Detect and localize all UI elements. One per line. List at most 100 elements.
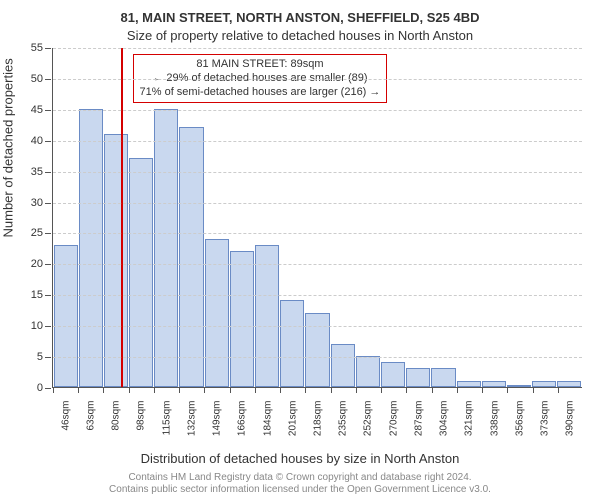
bar — [280, 300, 304, 387]
y-tick-label: 30 — [31, 197, 43, 209]
bar — [507, 385, 531, 387]
bar — [54, 245, 78, 387]
bar — [532, 381, 556, 387]
y-tick — [45, 172, 51, 173]
y-tick — [45, 203, 51, 204]
x-tick — [457, 387, 458, 393]
x-tick-label: 149sqm — [212, 401, 223, 437]
bar — [406, 368, 430, 387]
x-tick — [381, 387, 382, 393]
y-axis-label: Number of detached properties — [1, 58, 16, 237]
x-tick-label: 321sqm — [464, 401, 475, 437]
x-tick-label: 98sqm — [136, 401, 147, 431]
gridline — [53, 110, 582, 111]
bar — [230, 251, 254, 387]
y-tick-label: 5 — [37, 351, 43, 363]
bar — [381, 362, 405, 387]
gridline — [53, 295, 582, 296]
y-tick — [45, 110, 51, 111]
bar — [356, 356, 380, 387]
bar — [255, 245, 279, 387]
bar — [457, 381, 481, 387]
x-tick — [230, 387, 231, 393]
bar — [557, 381, 581, 387]
x-tick-label: 356sqm — [514, 401, 525, 437]
bar — [331, 344, 355, 387]
bar — [79, 109, 103, 387]
y-tick-label: 10 — [31, 320, 43, 332]
y-tick — [45, 326, 51, 327]
x-tick — [255, 387, 256, 393]
gridline — [53, 233, 582, 234]
y-tick-label: 15 — [31, 289, 43, 301]
x-tick — [507, 387, 508, 393]
x-tick — [533, 387, 534, 393]
x-tick — [406, 387, 407, 393]
x-tick-label: 304sqm — [439, 401, 450, 437]
bar — [205, 239, 229, 387]
y-tick-label: 25 — [31, 227, 43, 239]
gridline — [53, 48, 582, 49]
y-tick-label: 50 — [31, 73, 43, 85]
x-tick-label: 201sqm — [287, 401, 298, 437]
x-tick — [280, 387, 281, 393]
y-tick — [45, 388, 51, 389]
gridline — [53, 357, 582, 358]
x-tick-label: 270sqm — [388, 401, 399, 437]
y-tick-label: 35 — [31, 166, 43, 178]
x-tick — [558, 387, 559, 393]
x-tick-label: 166sqm — [237, 401, 248, 437]
y-tick — [45, 295, 51, 296]
plot-area: 81 MAIN STREET: 89sqm ← 29% of detached … — [52, 48, 582, 388]
x-tick — [356, 387, 357, 393]
x-tick-label: 390sqm — [565, 401, 576, 437]
x-tick — [154, 387, 155, 393]
x-tick-label: 63sqm — [85, 401, 96, 431]
x-tick — [78, 387, 79, 393]
chart-subtitle: Size of property relative to detached ho… — [0, 28, 600, 43]
y-tick-label: 40 — [31, 135, 43, 147]
y-tick — [45, 233, 51, 234]
x-tick — [103, 387, 104, 393]
x-tick-label: 252sqm — [363, 401, 374, 437]
x-tick-label: 115sqm — [161, 401, 172, 436]
y-tick — [45, 141, 51, 142]
annotation-title: 81 MAIN STREET: 89sqm — [140, 58, 381, 72]
gridline — [53, 326, 582, 327]
gridline — [53, 172, 582, 173]
x-tick — [53, 387, 54, 393]
bar — [154, 109, 178, 387]
x-tick-label: 373sqm — [540, 401, 551, 437]
y-tick-label: 45 — [31, 104, 43, 116]
x-tick-label: 235sqm — [338, 401, 349, 437]
y-tick-label: 0 — [37, 382, 43, 394]
y-tick-label: 55 — [31, 42, 43, 54]
x-tick-label: 218sqm — [313, 401, 324, 437]
x-tick — [129, 387, 130, 393]
x-tick-label: 46sqm — [60, 401, 71, 431]
x-tick — [432, 387, 433, 393]
x-tick-label: 287sqm — [413, 401, 424, 437]
x-tick — [331, 387, 332, 393]
y-tick — [45, 79, 51, 80]
bar — [305, 313, 329, 387]
bar — [431, 368, 455, 387]
bar — [129, 158, 153, 387]
x-tick — [204, 387, 205, 393]
gridline — [53, 79, 582, 80]
chart-title: 81, MAIN STREET, NORTH ANSTON, SHEFFIELD… — [0, 10, 600, 25]
x-axis-label: Distribution of detached houses by size … — [0, 451, 600, 466]
marker-line — [121, 48, 123, 387]
gridline — [53, 264, 582, 265]
footer-line1: Contains HM Land Registry data © Crown c… — [0, 472, 600, 484]
x-tick — [482, 387, 483, 393]
x-tick — [179, 387, 180, 393]
footer-attribution: Contains HM Land Registry data © Crown c… — [0, 472, 600, 496]
x-tick — [305, 387, 306, 393]
footer-line2: Contains public sector information licen… — [0, 484, 600, 496]
y-tick-label: 20 — [31, 258, 43, 270]
x-tick-label: 184sqm — [262, 401, 273, 437]
y-tick — [45, 357, 51, 358]
gridline — [53, 141, 582, 142]
annotation-line-larger: 71% of semi-detached houses are larger (… — [140, 86, 381, 100]
